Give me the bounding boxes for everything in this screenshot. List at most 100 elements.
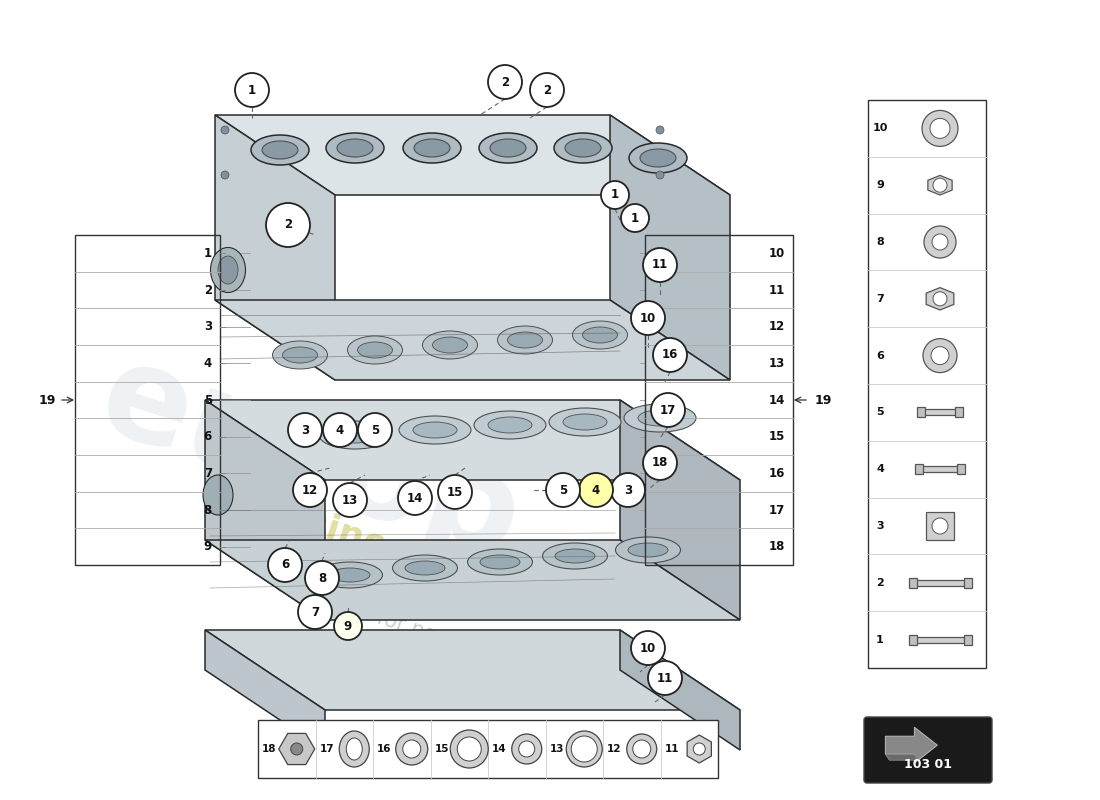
Circle shape [693,743,705,755]
Circle shape [653,338,688,372]
Text: 1: 1 [631,211,639,225]
Circle shape [221,171,229,179]
Text: since 1985: since 1985 [300,505,519,605]
Ellipse shape [251,135,309,165]
Ellipse shape [556,549,595,563]
Ellipse shape [542,543,607,569]
Bar [868,100,986,668]
Text: 4: 4 [876,464,884,474]
Text: 2: 2 [500,75,509,89]
Polygon shape [214,300,730,380]
Text: 10: 10 [640,311,656,325]
Circle shape [933,292,947,306]
Text: 13: 13 [550,744,564,754]
Ellipse shape [319,421,390,449]
Text: 16: 16 [662,349,679,362]
Text: 18: 18 [769,540,785,553]
Circle shape [627,734,657,764]
Text: 2: 2 [543,83,551,97]
Ellipse shape [358,342,393,358]
Ellipse shape [399,416,471,444]
Ellipse shape [422,331,477,359]
Ellipse shape [210,247,245,293]
Circle shape [530,73,564,107]
Polygon shape [620,630,740,750]
Text: 9: 9 [876,180,884,190]
Text: europ: europ [84,333,536,587]
Text: 13: 13 [769,357,785,370]
Ellipse shape [549,408,621,436]
Circle shape [931,346,949,365]
Circle shape [305,561,339,595]
Circle shape [923,338,957,373]
Ellipse shape [572,321,627,349]
Ellipse shape [346,738,362,760]
Circle shape [644,446,676,480]
Text: 12: 12 [769,320,785,333]
Circle shape [396,733,428,765]
Circle shape [631,631,666,665]
Text: 14: 14 [492,744,507,754]
Circle shape [571,736,597,762]
Ellipse shape [628,543,668,557]
Text: 13: 13 [342,494,359,506]
Ellipse shape [616,537,681,563]
Text: 5: 5 [371,423,380,437]
Text: 11: 11 [664,744,680,754]
Circle shape [268,548,302,582]
Ellipse shape [488,417,532,433]
Circle shape [932,518,948,534]
Circle shape [933,178,947,192]
Polygon shape [278,734,315,765]
Circle shape [631,301,666,335]
Ellipse shape [497,326,552,354]
Circle shape [323,413,358,447]
Text: 2: 2 [876,578,884,588]
Polygon shape [926,287,954,310]
Text: 15: 15 [434,744,449,754]
Circle shape [632,740,651,758]
Circle shape [358,413,392,447]
Circle shape [546,473,580,507]
Circle shape [519,741,535,757]
Ellipse shape [405,561,446,575]
Text: 14: 14 [769,394,785,406]
Ellipse shape [339,731,370,767]
Polygon shape [928,175,953,195]
Text: 1: 1 [204,247,212,260]
Bar [915,464,923,474]
Polygon shape [205,540,740,620]
Text: 17: 17 [769,503,785,517]
Ellipse shape [490,139,526,157]
Ellipse shape [393,555,458,581]
Polygon shape [205,630,740,710]
Text: 18: 18 [652,457,668,470]
Circle shape [438,475,472,509]
Circle shape [930,118,950,138]
Circle shape [621,204,649,232]
Ellipse shape [283,347,318,363]
Circle shape [656,126,664,134]
Polygon shape [205,400,740,480]
Text: 6: 6 [204,430,212,443]
Circle shape [288,413,322,447]
Text: 3: 3 [301,423,309,437]
Text: 10: 10 [769,247,785,260]
Circle shape [458,737,482,761]
Text: 8: 8 [204,503,212,517]
Text: 6: 6 [876,350,884,361]
Polygon shape [205,630,324,750]
Text: 2: 2 [204,283,212,297]
Circle shape [266,203,310,247]
Text: 1: 1 [248,83,256,97]
Bar [75,235,220,565]
Bar [921,410,959,415]
Text: 16: 16 [769,467,785,480]
Ellipse shape [507,332,542,348]
Text: 11: 11 [652,258,668,271]
Polygon shape [886,754,918,760]
Bar [918,466,961,472]
Text: 10: 10 [640,642,656,654]
Text: 16: 16 [377,744,392,754]
Bar [926,512,954,540]
